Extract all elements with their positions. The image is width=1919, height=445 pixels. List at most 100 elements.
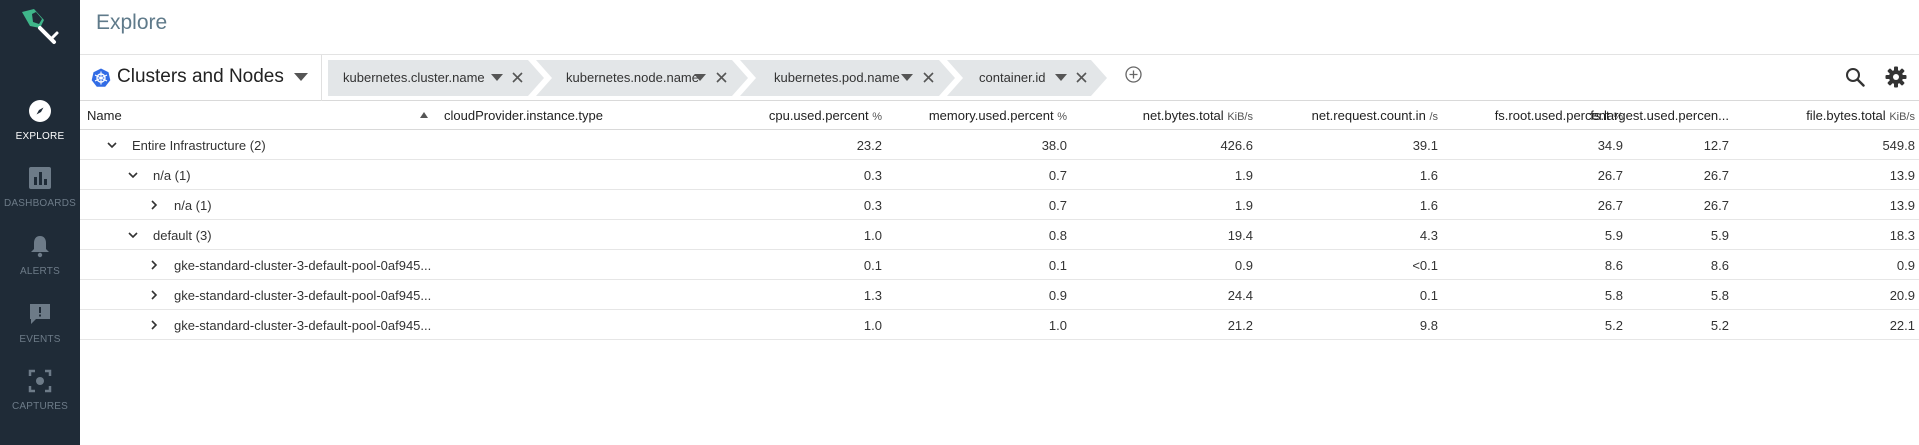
sort-ascending-icon[interactable] bbox=[420, 112, 428, 118]
column-label: fs.root.used.percent bbox=[1494, 108, 1610, 123]
chevron-right-icon[interactable] bbox=[151, 260, 158, 270]
row-name: gke-standard-cluster-3-default-pool-0af9… bbox=[174, 288, 432, 303]
page-title: Explore bbox=[96, 11, 168, 34]
chevron-down-icon[interactable] bbox=[294, 73, 308, 82]
nav-item-explore[interactable]: EXPLORE bbox=[0, 96, 80, 164]
column-header-fs-largest[interactable]: fs.largest.used.percen... bbox=[1590, 108, 1729, 123]
compass-icon bbox=[25, 96, 55, 126]
close-icon[interactable] bbox=[716, 72, 727, 83]
table-row[interactable]: default (3) 1.0 0.8 19.4 4.3 5.9 5.9 18.… bbox=[80, 220, 1919, 250]
shovel-logo-icon[interactable] bbox=[18, 6, 62, 50]
nav-item-dashboards[interactable]: DASHBOARDS bbox=[0, 163, 80, 231]
breadcrumb-label: kubernetes.node.name bbox=[566, 70, 699, 85]
chat-icon bbox=[25, 299, 55, 329]
cell-net-bytes: 426.6 bbox=[1220, 138, 1253, 153]
table-row[interactable]: gke-standard-cluster-3-default-pool-0af9… bbox=[80, 250, 1919, 280]
column-unit: /s bbox=[1429, 111, 1438, 123]
cell-net-request: 1.6 bbox=[1419, 198, 1438, 213]
cell-fs-root: 34.9 bbox=[1597, 138, 1623, 153]
cell-fs-largest: 26.7 bbox=[1703, 198, 1729, 213]
cell-fs-root: 5.2 bbox=[1604, 318, 1623, 333]
cell-fs-root: 8.6 bbox=[1604, 258, 1623, 273]
cell-fs-largest: 12.7 bbox=[1703, 138, 1729, 153]
column-unit: KiB/s bbox=[1227, 111, 1253, 123]
column-unit: % bbox=[872, 111, 882, 123]
cell-net-request: 39.1 bbox=[1412, 138, 1438, 153]
table-row[interactable]: gke-standard-cluster-3-default-pool-0af9… bbox=[80, 310, 1919, 340]
close-icon[interactable] bbox=[1076, 72, 1087, 83]
nav-item-alerts[interactable]: ALERTS bbox=[0, 231, 80, 299]
column-label: cloudProvider.instance.type bbox=[444, 108, 603, 123]
chevron-right-icon[interactable] bbox=[151, 290, 158, 300]
search-icon[interactable] bbox=[1845, 67, 1865, 87]
add-circle-icon[interactable] bbox=[1125, 66, 1142, 83]
close-icon[interactable] bbox=[512, 72, 523, 83]
chevron-down-icon[interactable] bbox=[901, 74, 913, 82]
table-row[interactable]: n/a (1) 0.3 0.7 1.9 1.6 26.7 26.7 13.9 bbox=[80, 190, 1919, 220]
nav-item-events[interactable]: EVENTS bbox=[0, 299, 80, 367]
nav-item-captures[interactable]: CAPTURES bbox=[0, 366, 80, 434]
cell-net-request: 1.6 bbox=[1419, 168, 1438, 183]
column-header-fs-root[interactable]: fs.root.used.percent % bbox=[1495, 108, 1623, 123]
chevron-down-icon[interactable] bbox=[491, 74, 503, 82]
column-header-memory[interactable]: memory.used.percent % bbox=[929, 108, 1067, 123]
column-header-net-bytes[interactable]: net.bytes.total KiB/s bbox=[1143, 108, 1253, 123]
table-header: Name cloudProvider.instance.type cpu.use… bbox=[80, 101, 1919, 130]
table-row[interactable]: gke-standard-cluster-3-default-pool-0af9… bbox=[80, 280, 1919, 310]
row-name: gke-standard-cluster-3-default-pool-0af9… bbox=[174, 258, 432, 273]
scope-selector[interactable]: Clusters and Nodes bbox=[80, 55, 322, 101]
chevron-down-icon[interactable] bbox=[128, 172, 138, 179]
row-name: n/a (1) bbox=[174, 198, 212, 213]
chevron-down-icon[interactable] bbox=[694, 74, 706, 82]
row-name: n/a (1) bbox=[153, 168, 191, 183]
cell-memory: 0.1 bbox=[1048, 258, 1067, 273]
nav-label-dashboards: DASHBOARDS bbox=[3, 198, 76, 209]
cell-net-request: 9.8 bbox=[1419, 318, 1438, 333]
chevron-down-icon[interactable] bbox=[1055, 74, 1067, 82]
kubernetes-icon bbox=[91, 68, 111, 87]
column-label: fs.largest.used.percen... bbox=[1590, 108, 1729, 123]
column-header-cpu[interactable]: cpu.used.percent % bbox=[769, 108, 882, 123]
cell-cpu: 1.0 bbox=[863, 318, 882, 333]
metrics-table: Name cloudProvider.instance.type cpu.use… bbox=[80, 101, 1919, 340]
cell-file-bytes: 13.9 bbox=[1889, 168, 1915, 183]
breadcrumb-item-cluster[interactable]: kubernetes.cluster.name bbox=[328, 60, 544, 96]
cell-cpu: 0.3 bbox=[863, 168, 882, 183]
cell-net-bytes: 24.4 bbox=[1227, 288, 1253, 303]
nav-label-explore: EXPLORE bbox=[15, 131, 65, 142]
cell-net-request: 0.1 bbox=[1419, 288, 1438, 303]
nav-label-alerts: ALERTS bbox=[20, 266, 60, 277]
cell-memory: 0.7 bbox=[1048, 198, 1067, 213]
cell-net-bytes: 1.9 bbox=[1234, 168, 1253, 183]
capture-icon bbox=[25, 366, 55, 396]
chevron-right-icon[interactable] bbox=[151, 320, 158, 330]
bar-chart-icon bbox=[25, 163, 55, 193]
close-icon[interactable] bbox=[923, 72, 934, 83]
breadcrumb-item-container[interactable]: container.id bbox=[947, 60, 1107, 96]
chevron-down-icon[interactable] bbox=[128, 232, 138, 239]
cell-file-bytes: 13.9 bbox=[1889, 198, 1915, 213]
column-label: net.request.count.in bbox=[1311, 108, 1426, 123]
breadcrumb-item-node[interactable]: kubernetes.node.name bbox=[536, 60, 748, 96]
cell-memory: 0.7 bbox=[1048, 168, 1067, 183]
column-header-instance-type[interactable]: cloudProvider.instance.type bbox=[444, 108, 603, 123]
chevron-right-icon[interactable] bbox=[151, 200, 158, 210]
cell-fs-largest: 5.8 bbox=[1710, 288, 1729, 303]
gear-icon[interactable] bbox=[1885, 66, 1907, 88]
breadcrumb-item-pod[interactable]: kubernetes.pod.name bbox=[740, 60, 955, 96]
breadcrumb-label: kubernetes.pod.name bbox=[774, 70, 900, 85]
cell-fs-root: 5.8 bbox=[1604, 288, 1623, 303]
cell-file-bytes: 549.8 bbox=[1882, 138, 1915, 153]
table-row[interactable]: Entire Infrastructure (2) 23.2 38.0 426.… bbox=[80, 130, 1919, 160]
column-header-name[interactable]: Name bbox=[87, 108, 122, 123]
column-header-file-bytes[interactable]: file.bytes.total KiB/s bbox=[1806, 108, 1915, 123]
cell-net-request: 4.3 bbox=[1419, 228, 1438, 243]
table-row[interactable]: n/a (1) 0.3 0.7 1.9 1.6 26.7 26.7 13.9 bbox=[80, 160, 1919, 190]
cell-file-bytes: 18.3 bbox=[1889, 228, 1915, 243]
cell-net-bytes: 21.2 bbox=[1227, 318, 1253, 333]
column-header-net-request[interactable]: net.request.count.in /s bbox=[1312, 108, 1438, 123]
cell-fs-largest: 8.6 bbox=[1710, 258, 1729, 273]
cell-fs-largest: 5.2 bbox=[1710, 318, 1729, 333]
cell-memory: 0.8 bbox=[1048, 228, 1067, 243]
chevron-down-icon[interactable] bbox=[107, 142, 117, 149]
